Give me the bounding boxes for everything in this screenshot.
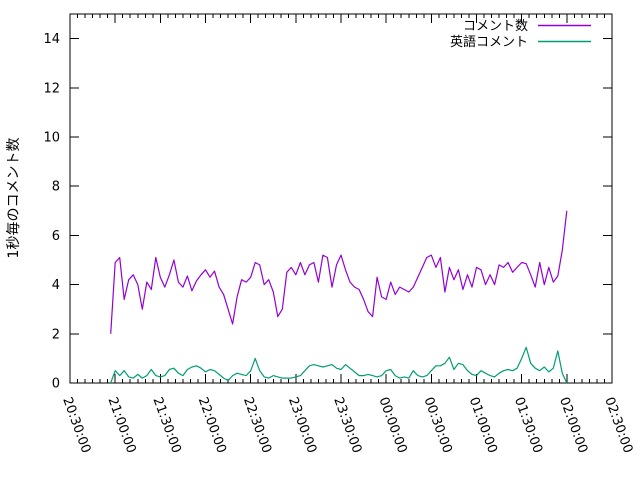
x-tick-label: 00:00:00 (375, 395, 409, 455)
x-tick-label: 22:30:00 (240, 395, 274, 455)
plot-border (69, 13, 613, 384)
x-tick-label: 21:30:00 (150, 395, 184, 455)
legend-label-1: 英語コメント (450, 34, 528, 50)
y-tick-label: 0 (52, 377, 60, 392)
y-tick-label: 14 (43, 32, 60, 47)
series-line-1 (110, 346, 568, 384)
y-tick-label: 12 (43, 81, 60, 96)
x-tick-label: 00:30:00 (421, 395, 455, 455)
y-tick-label: 6 (52, 229, 60, 244)
x-tick-label: 22:00:00 (195, 395, 229, 455)
y-axis-title: 1秒毎のコメント数 (6, 138, 22, 259)
y-tick-label: 10 (43, 131, 60, 146)
legend-label-0: コメント数 (463, 19, 528, 34)
y-tick-label: 2 (52, 327, 60, 342)
y-tick-label: 8 (52, 180, 60, 195)
axis-ticks: 20:30:00 21:00:00 21:30:00 22:00:00 22:30:00… (43, 14, 635, 455)
x-tick-label: 01:30:00 (511, 395, 545, 455)
series-line-0 (110, 210, 568, 334)
x-tick-label: 21:00:00 (104, 395, 138, 455)
x-tick-label: 02:00:00 (556, 395, 590, 455)
x-tick-label: 23:30:00 (330, 395, 364, 455)
x-tick-label: 20:30:00 (59, 395, 93, 455)
x-tick-label: 23:00:00 (285, 395, 319, 455)
y-tick-label: 4 (52, 278, 60, 293)
x-tick-label: 01:00:00 (466, 395, 500, 455)
x-tick-label: 02:30:00 (601, 395, 635, 455)
